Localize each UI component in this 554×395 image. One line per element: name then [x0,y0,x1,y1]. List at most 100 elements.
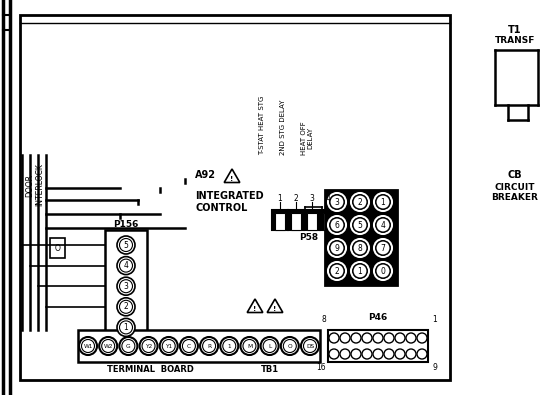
Circle shape [328,216,346,234]
Circle shape [340,349,350,359]
Circle shape [362,333,372,343]
Bar [304,210,320,230]
Text: 1: 1 [124,323,129,332]
Bar [105,230,147,345]
Circle shape [203,339,216,352]
Text: O: O [54,243,60,252]
Text: G: G [126,344,131,348]
Bar [272,210,288,230]
Text: HEAT OFF
DELAY: HEAT OFF DELAY [300,121,314,155]
Text: 2: 2 [358,198,362,207]
Circle shape [200,337,218,355]
Text: 1: 1 [278,194,283,203]
Circle shape [283,339,296,352]
Circle shape [406,349,416,359]
Text: T-STAT HEAT STG: T-STAT HEAT STG [259,96,265,155]
Circle shape [330,218,344,232]
Circle shape [373,333,383,343]
Text: 8: 8 [321,316,326,325]
Bar [20,15,450,380]
Text: 3: 3 [310,194,315,203]
Circle shape [122,339,135,352]
Circle shape [79,337,97,355]
Text: A92: A92 [195,170,216,180]
Text: R: R [207,344,211,348]
Bar [328,330,428,362]
Circle shape [351,193,369,211]
Circle shape [117,277,135,295]
Circle shape [120,259,132,272]
Circle shape [329,349,339,359]
Circle shape [406,333,416,343]
Circle shape [240,337,259,355]
Text: !: ! [230,176,234,182]
Text: 2: 2 [335,267,340,275]
Circle shape [353,195,367,209]
Text: 0: 0 [381,267,386,275]
Circle shape [281,337,299,355]
Circle shape [340,333,350,343]
Circle shape [243,339,256,352]
Circle shape [395,349,405,359]
Text: 5: 5 [124,241,129,250]
Circle shape [374,193,392,211]
Text: W2: W2 [104,344,113,348]
Text: 1: 1 [432,316,437,325]
Circle shape [417,333,427,343]
Circle shape [374,262,392,280]
Text: CB: CB [507,170,522,180]
Text: P58: P58 [300,233,319,242]
Text: W1: W1 [83,344,93,348]
Circle shape [260,337,279,355]
Text: INTEGRATED
CONTROL: INTEGRATED CONTROL [195,191,264,213]
Circle shape [362,349,372,359]
Text: 3: 3 [124,282,129,291]
Circle shape [117,298,135,316]
Text: 4: 4 [326,194,330,203]
Circle shape [351,239,369,257]
Circle shape [374,239,392,257]
Text: !: ! [273,306,276,312]
Text: TERMINAL  BOARD: TERMINAL BOARD [106,365,193,374]
Text: Y1: Y1 [165,344,172,348]
Bar [291,213,301,230]
Circle shape [353,241,367,255]
Circle shape [328,262,346,280]
Circle shape [223,339,236,352]
Circle shape [180,337,198,355]
Bar [78,330,320,362]
Circle shape [117,257,135,275]
Bar [323,213,333,230]
Circle shape [142,339,155,352]
Text: Y2: Y2 [145,344,152,348]
Circle shape [117,318,135,337]
Circle shape [301,337,319,355]
Circle shape [376,264,390,278]
Text: 1: 1 [381,198,386,207]
Text: 8: 8 [358,243,362,252]
Text: 1: 1 [228,344,231,348]
Bar [288,210,304,230]
Text: P156: P156 [114,220,138,228]
Text: T1: T1 [508,25,522,35]
Text: M: M [247,344,252,348]
Text: 5: 5 [357,220,362,229]
Text: TRANSF: TRANSF [495,36,535,45]
Circle shape [395,333,405,343]
Text: C: C [187,344,191,348]
Text: O: O [288,344,292,348]
Circle shape [330,264,344,278]
Text: TB1: TB1 [261,365,279,374]
Text: 16: 16 [316,363,326,372]
Text: P46: P46 [368,314,388,322]
Text: 4: 4 [124,261,129,270]
Bar [320,210,336,230]
Text: 1: 1 [358,267,362,275]
Bar [275,213,285,230]
Circle shape [351,216,369,234]
Text: 2ND STG DELAY: 2ND STG DELAY [280,100,286,155]
Circle shape [353,218,367,232]
Circle shape [351,262,369,280]
Text: DOOR
INTERLOCK: DOOR INTERLOCK [25,164,45,207]
Circle shape [330,195,344,209]
